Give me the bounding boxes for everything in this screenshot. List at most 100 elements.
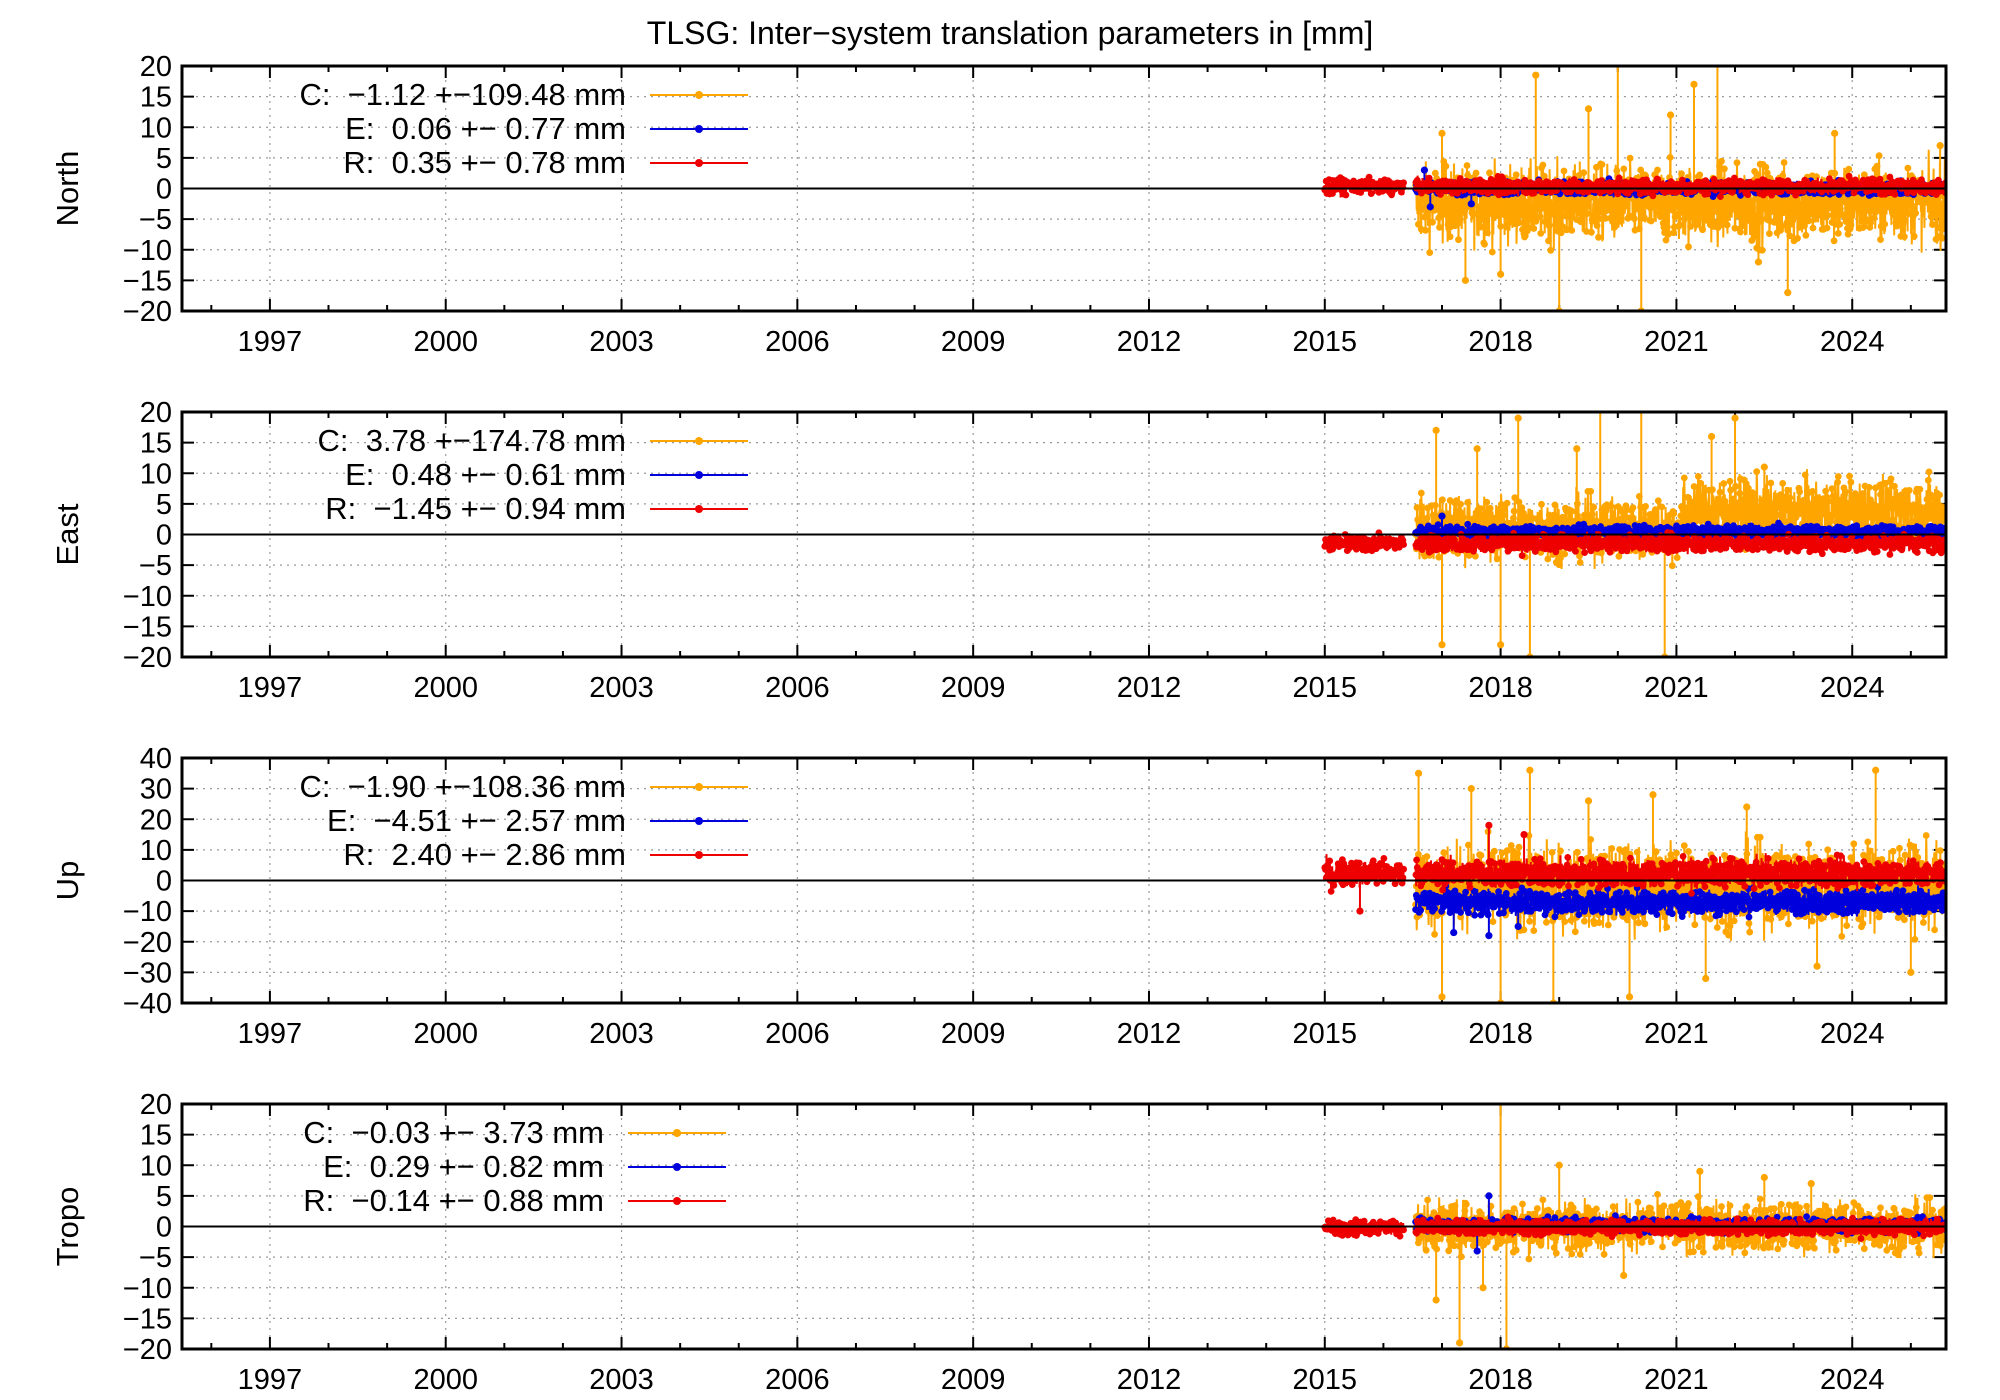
y-tick-label: 10 bbox=[140, 458, 172, 490]
series-points bbox=[1412, 468, 1946, 570]
y-tick-label: −10 bbox=[123, 235, 172, 267]
x-tick-label: 2003 bbox=[589, 672, 654, 704]
plot-frame bbox=[180, 64, 1948, 313]
series-points bbox=[1412, 1191, 1946, 1263]
series-points bbox=[1321, 855, 1407, 895]
y-tick-label: 20 bbox=[140, 1089, 172, 1121]
series-points bbox=[1321, 173, 1407, 199]
data-point bbox=[1831, 129, 1839, 137]
series-C bbox=[1412, 1104, 1946, 1349]
x-tick-label: 2000 bbox=[413, 326, 478, 358]
x-tick-label: 2009 bbox=[941, 1018, 1006, 1050]
data-point bbox=[1414, 769, 1423, 777]
data-point bbox=[1438, 129, 1446, 137]
y-tick-label: 10 bbox=[140, 835, 172, 867]
data-point bbox=[1520, 830, 1528, 839]
figure-title: TLSG: Inter−system translation parameter… bbox=[647, 15, 1373, 51]
y-tick-label: −30 bbox=[123, 957, 172, 989]
legend: C: −0.03 +− 3.73 mmE: 0.29 +− 0.82 mmR: … bbox=[303, 1115, 726, 1218]
data-point bbox=[1760, 463, 1768, 471]
data-point bbox=[1485, 821, 1493, 829]
y-tick-label: −20 bbox=[123, 1334, 172, 1366]
y-axis-label: Up bbox=[50, 861, 85, 901]
y-tick-label: 40 bbox=[140, 743, 172, 775]
data-point bbox=[1467, 785, 1475, 793]
data-point bbox=[1936, 142, 1944, 150]
y-tick-label: 10 bbox=[140, 1150, 172, 1182]
data-point bbox=[1497, 641, 1505, 649]
data-point bbox=[1584, 105, 1593, 113]
data-point bbox=[1432, 1296, 1440, 1304]
data-point bbox=[1438, 641, 1446, 649]
legend-label-R: R: 2.40 +− 2.86 mm bbox=[343, 837, 626, 872]
x-tick-label: 2003 bbox=[589, 1364, 654, 1396]
legend-marker-R bbox=[695, 851, 703, 859]
legend-label-E: E: 0.29 +− 0.82 mm bbox=[323, 1149, 604, 1184]
series-R bbox=[1321, 821, 1946, 915]
x-tick-label: 2006 bbox=[765, 672, 830, 704]
legend-marker-C bbox=[673, 1129, 681, 1137]
x-tick-label: 1997 bbox=[238, 326, 303, 358]
x-tick-label: 2009 bbox=[941, 1364, 1006, 1396]
y-tick-label: 0 bbox=[156, 866, 172, 898]
x-tick-label: 2021 bbox=[1644, 326, 1709, 358]
data-point bbox=[1438, 512, 1446, 520]
y-tick-label: −15 bbox=[123, 1303, 172, 1335]
data-point bbox=[1666, 111, 1675, 119]
y-tick-label: −5 bbox=[139, 550, 172, 582]
y-tick-label: 5 bbox=[156, 143, 172, 175]
y-axis-label: East bbox=[50, 503, 85, 565]
x-tick-label: 2000 bbox=[413, 672, 478, 704]
plot-area bbox=[1321, 766, 1946, 1003]
plot-area bbox=[1321, 66, 1946, 311]
y-tick-label: 0 bbox=[156, 174, 172, 206]
y-tick-label: −15 bbox=[123, 265, 172, 297]
series-points bbox=[1412, 828, 1946, 943]
x-tick-label: 1997 bbox=[238, 672, 303, 704]
series-points bbox=[1412, 882, 1946, 921]
legend-marker-E bbox=[695, 471, 703, 479]
y-tick-label: 20 bbox=[140, 51, 172, 83]
legend-label-E: E: 0.06 +− 0.77 mm bbox=[345, 111, 626, 146]
x-tick-label: 2012 bbox=[1117, 672, 1182, 704]
legend-marker-E bbox=[695, 817, 703, 825]
x-tick-label: 2012 bbox=[1117, 1364, 1182, 1396]
data-point bbox=[1356, 907, 1364, 915]
legend-marker-E bbox=[673, 1163, 681, 1171]
y-axis-label: Tropo bbox=[50, 1187, 85, 1267]
legend-label-C: C: −0.03 +− 3.73 mm bbox=[303, 1115, 604, 1150]
legend-label-C: C: −1.12 +−109.48 mm bbox=[299, 77, 626, 112]
x-tick-label: 2018 bbox=[1468, 1364, 1533, 1396]
data-point bbox=[1638, 396, 1645, 403]
series-points bbox=[1412, 172, 1946, 200]
y-tick-label: −10 bbox=[123, 1273, 172, 1305]
data-point bbox=[1649, 791, 1657, 799]
x-tick-label: 2006 bbox=[765, 1018, 830, 1050]
x-tick-label: 2012 bbox=[1117, 1018, 1182, 1050]
plot-frame bbox=[180, 756, 1948, 1005]
data-point bbox=[1702, 974, 1710, 983]
x-tick-label: 2024 bbox=[1820, 672, 1885, 704]
x-tick-label: 2006 bbox=[765, 1364, 830, 1396]
series-R bbox=[1321, 1213, 1946, 1242]
series-points bbox=[1321, 529, 1407, 555]
x-tick-label: 2015 bbox=[1293, 1364, 1358, 1396]
data-point bbox=[1485, 1192, 1493, 1200]
x-tick-label: 1997 bbox=[238, 1018, 303, 1050]
y-tick-label: 20 bbox=[140, 397, 172, 429]
data-point bbox=[1807, 1180, 1815, 1188]
legend: C: −1.90 +−108.36 mmE: −4.51 +− 2.57 mmR… bbox=[299, 769, 748, 872]
series-points bbox=[1412, 529, 1946, 559]
y-tick-label: 5 bbox=[156, 489, 172, 521]
x-tick-label: 2009 bbox=[941, 326, 1006, 358]
data-point bbox=[1461, 276, 1470, 284]
y-tick-label: −5 bbox=[139, 204, 172, 236]
y-tick-label: 0 bbox=[156, 1212, 172, 1244]
data-point bbox=[1432, 426, 1440, 434]
data-point bbox=[1872, 766, 1880, 774]
legend: C: −1.12 +−109.48 mmE: 0.06 +− 0.77 mmR:… bbox=[299, 77, 748, 180]
x-tick-label: 2000 bbox=[413, 1018, 478, 1050]
